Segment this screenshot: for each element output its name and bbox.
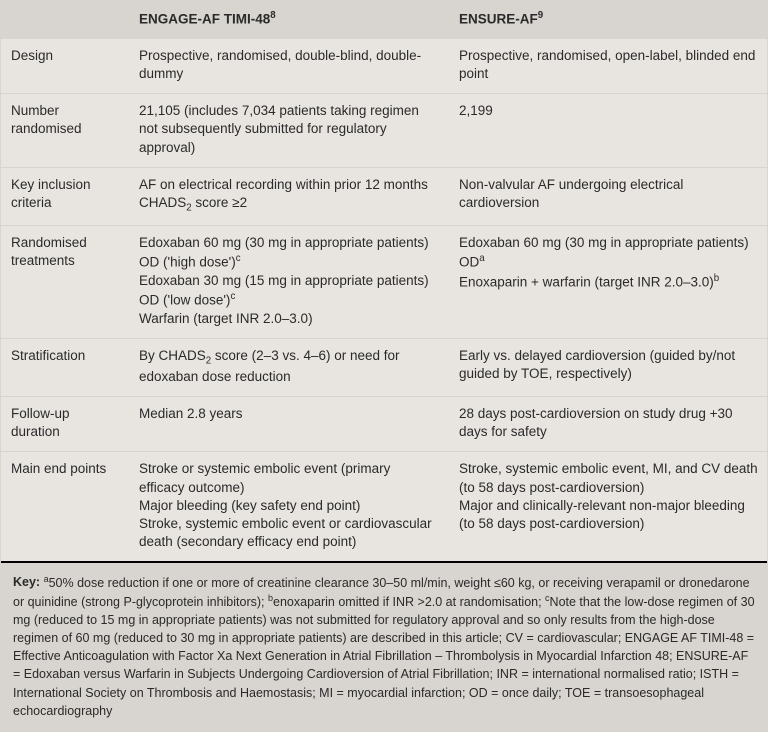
cell-ensure: 2,199	[449, 94, 768, 168]
row-label: Number randomised	[1, 94, 129, 168]
table-row: Design Prospective, randomised, double-bl…	[1, 39, 768, 94]
table-row: Randomised treatments Edoxaban 60 mg (30 …	[1, 225, 768, 338]
cell-line: CHADS2 score ≥2	[139, 194, 439, 215]
key-superscript: b	[268, 593, 273, 603]
row-label: Follow-up duration	[1, 396, 129, 451]
cell-engage: Prospective, randomised, double-blind, d…	[129, 39, 449, 94]
key-content: a50% dose reduction if one or more of cr…	[13, 576, 755, 718]
row-label: Stratification	[1, 338, 129, 396]
cell-line: Non-valvular AF undergoing electrical ca…	[459, 176, 759, 212]
superscript: c	[230, 291, 235, 302]
header-col1-text: ENGAGE-AF TIMI-48	[139, 12, 270, 27]
key-superscript: c	[545, 593, 550, 603]
subscript: 2	[186, 203, 191, 214]
cell-line: Prospective, randomised, double-blind, d…	[139, 47, 439, 83]
key-footnote: Key: a50% dose reduction if one or more …	[1, 561, 767, 730]
table-row: Stratification By CHADS2 score (2–3 vs. 4…	[1, 338, 768, 396]
cell-engage: 21,105 (includes 7,034 patients taking r…	[129, 94, 449, 168]
cell-line: 28 days post-cardioversion on study drug…	[459, 405, 759, 441]
cell-line: Edoxaban 60 mg (30 mg in appropriate pat…	[459, 234, 759, 272]
header-col2-sup: 9	[538, 10, 543, 21]
cell-line: Median 2.8 years	[139, 405, 439, 423]
cell-line: AF on electrical recording within prior …	[139, 176, 439, 194]
cell-line: Stroke, systemic embolic event, MI, and …	[459, 460, 759, 496]
cell-engage: Edoxaban 60 mg (30 mg in appropriate pat…	[129, 225, 449, 338]
cell-engage: Median 2.8 years	[129, 396, 449, 451]
header-ensure: ENSURE-AF9	[449, 1, 768, 39]
cell-line: Stroke, systemic embolic event or cardio…	[139, 515, 439, 551]
header-col2-text: ENSURE-AF	[459, 12, 538, 27]
row-label: Main end points	[1, 452, 129, 562]
table-row: Number randomised21,105 (includes 7,034 …	[1, 94, 768, 168]
cell-line: Stroke or systemic embolic event (primar…	[139, 460, 439, 496]
row-label: Randomised treatments	[1, 225, 129, 338]
cell-line: Edoxaban 60 mg (30 mg in appropriate pat…	[139, 234, 439, 272]
cell-line: Major and clinically-relevant non-major …	[459, 497, 759, 533]
table-row: Main end points Stroke or systemic emboli…	[1, 452, 768, 562]
table-row: Key inclusion criteria AF on electrical r…	[1, 167, 768, 225]
row-label: Design	[1, 39, 129, 94]
cell-engage: By CHADS2 score (2–3 vs. 4–6) or need fo…	[129, 338, 449, 396]
cell-ensure: Non-valvular AF undergoing electrical ca…	[449, 167, 768, 225]
table-body: Design Prospective, randomised, double-bl…	[1, 39, 768, 562]
superscript: a	[479, 253, 484, 264]
comparison-table: ENGAGE-AF TIMI-488 ENSURE-AF9 Design Pros…	[1, 1, 768, 561]
header-col1-sup: 8	[270, 10, 275, 21]
cell-line: Edoxaban 30 mg (15 mg in appropriate pat…	[139, 272, 439, 310]
table-row: Follow-up duration Median 2.8 years 28 day…	[1, 396, 768, 451]
cell-ensure: Stroke, systemic embolic event, MI, and …	[449, 452, 768, 562]
cell-engage: AF on electrical recording within prior …	[129, 167, 449, 225]
cell-ensure: Early vs. delayed cardioversion (guided …	[449, 338, 768, 396]
cell-line: 21,105 (includes 7,034 patients taking r…	[139, 102, 439, 157]
header-engage: ENGAGE-AF TIMI-488	[129, 1, 449, 39]
cell-ensure: Edoxaban 60 mg (30 mg in appropriate pat…	[449, 225, 768, 338]
cell-line: By CHADS2 score (2–3 vs. 4–6) or need fo…	[139, 347, 439, 386]
comparison-table-container: ENGAGE-AF TIMI-488 ENSURE-AF9 Design Pros…	[0, 0, 768, 732]
row-label: Key inclusion criteria	[1, 167, 129, 225]
superscript: c	[236, 253, 241, 264]
cell-line: Prospective, randomised, open-label, bli…	[459, 47, 759, 83]
cell-line: Warfarin (target INR 2.0–3.0)	[139, 310, 439, 328]
cell-line: 2,199	[459, 102, 759, 120]
cell-ensure: 28 days post-cardioversion on study drug…	[449, 396, 768, 451]
cell-line: Major bleeding (key safety end point)	[139, 497, 439, 515]
superscript: b	[714, 273, 719, 284]
cell-line: Enoxaparin + warfarin (target INR 2.0–3.…	[459, 272, 759, 292]
cell-line: Early vs. delayed cardioversion (guided …	[459, 347, 759, 383]
subscript: 2	[206, 356, 211, 367]
cell-engage: Stroke or systemic embolic event (primar…	[129, 452, 449, 562]
header-blank	[1, 1, 129, 39]
table-header-row: ENGAGE-AF TIMI-488 ENSURE-AF9	[1, 1, 768, 39]
cell-ensure: Prospective, randomised, open-label, bli…	[449, 39, 768, 94]
key-superscript: a	[44, 573, 49, 583]
key-label: Key:	[13, 576, 44, 590]
